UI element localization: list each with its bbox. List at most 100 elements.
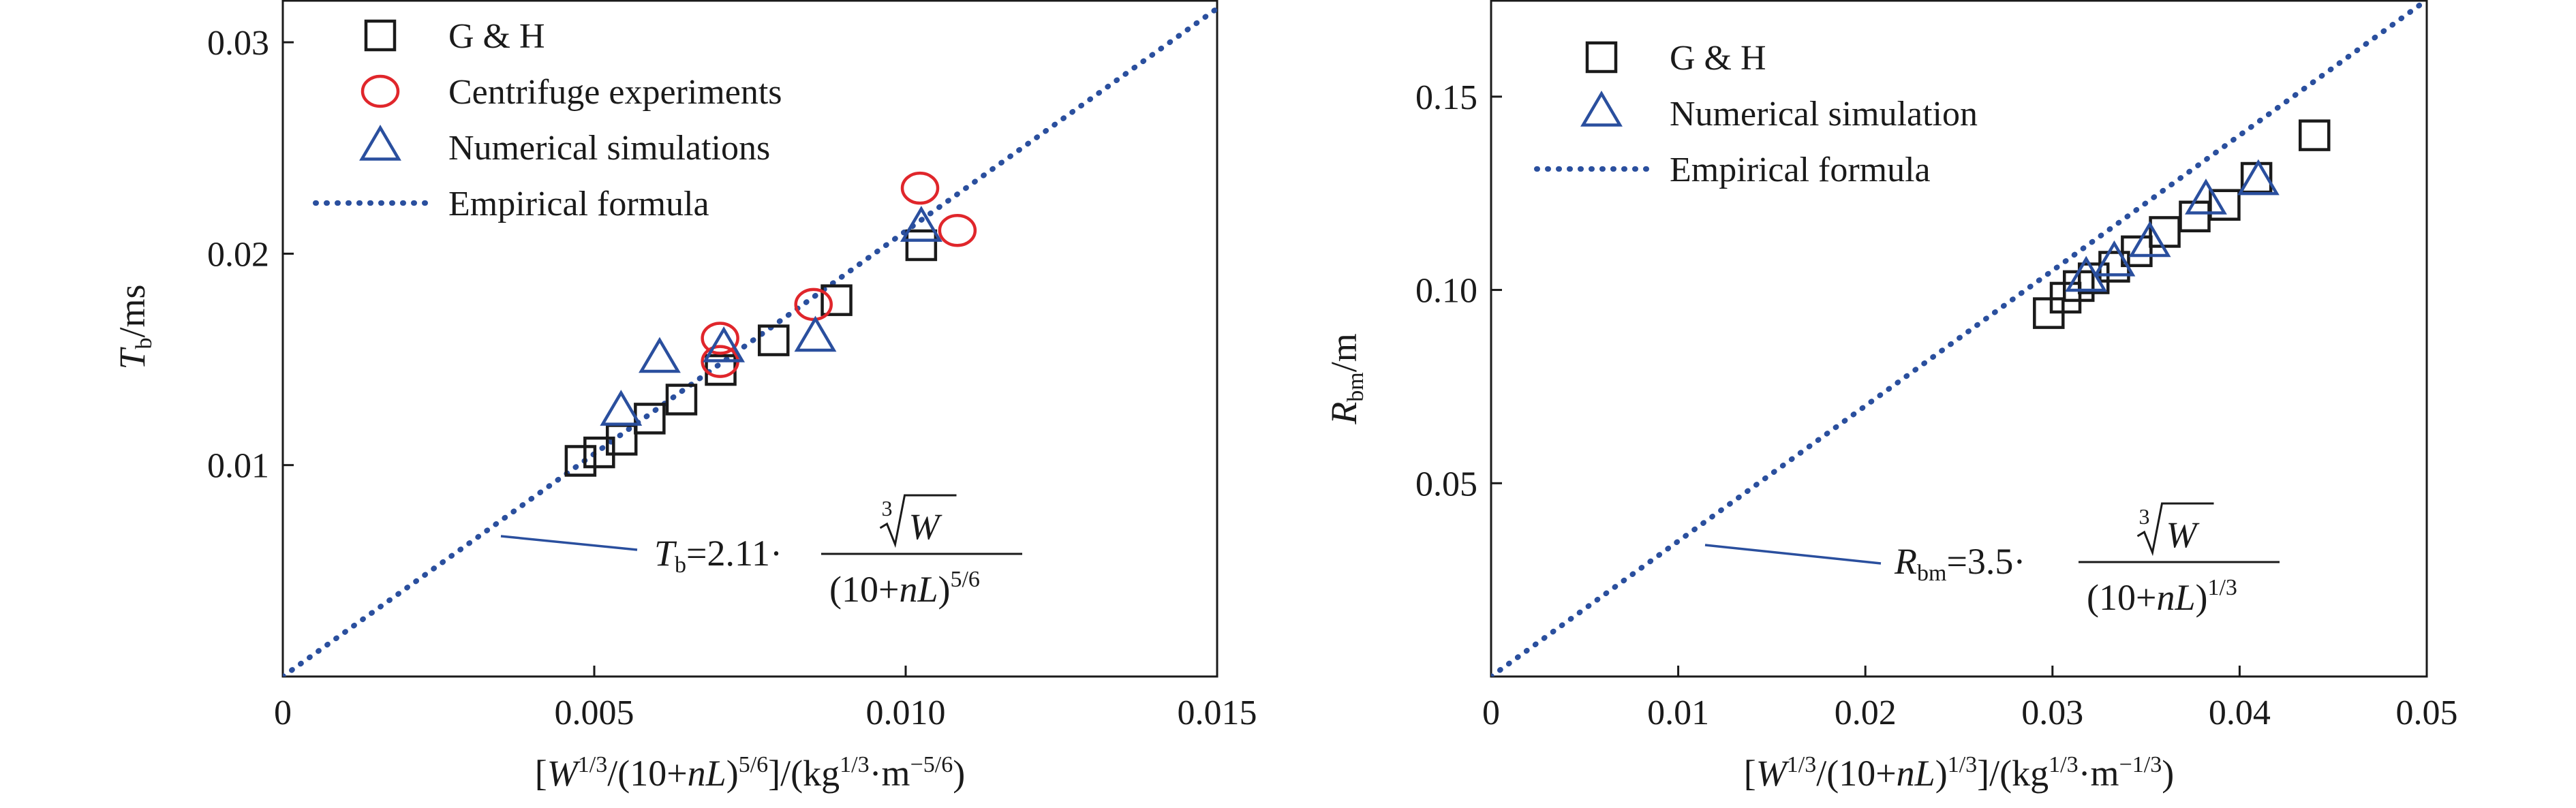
x-tick-label: 0.05 (2396, 694, 2458, 732)
formula: Rbm=3.5· 3 W (10+nL)1/3 (1894, 502, 2280, 618)
formula-lhs: Tb=2.11· (654, 533, 782, 578)
x-label-part: W (1756, 753, 1790, 794)
triangle-point (2128, 221, 2171, 258)
x-label-part: ) (1935, 753, 1948, 794)
square-point (2077, 262, 2110, 294)
x-tick-label: 0.010 (866, 694, 946, 732)
x-label-part: [ (535, 753, 547, 794)
square-point (905, 229, 938, 262)
x-tick-label: 0.005 (555, 694, 634, 732)
formula-numerator: W (909, 506, 943, 547)
den-part: ) (2195, 577, 2207, 618)
x-label-part: ]/(kg (1977, 753, 2049, 794)
legend-label: Empirical formula (448, 185, 709, 223)
x-label-part: ·m (2079, 753, 2119, 794)
x-label-sup: 1/3 (1787, 752, 1816, 777)
den-part: nL (2156, 577, 2195, 618)
legend-circle-marker (361, 74, 400, 108)
x-label-sup: 1/3 (840, 752, 869, 777)
radical-sign (2136, 502, 2214, 557)
square-point (634, 403, 666, 435)
formula-denominator: (10+nL)5/6 (829, 567, 980, 610)
formula-subscript: b (675, 553, 686, 578)
x-label-part: /(10+ (607, 753, 687, 794)
square-point (757, 324, 790, 356)
y-tick-label: 0.15 (1415, 78, 1477, 117)
x-label-part: ) (726, 753, 739, 794)
legend-label: G & H (1670, 39, 1766, 78)
x-tick-label: 0 (1482, 694, 1500, 732)
square-point (665, 384, 698, 416)
den-part: (10+ (829, 569, 899, 610)
plot-frame (281, 0, 1218, 678)
x-label-part: /(10+ (1816, 753, 1896, 794)
x-label-part: ]/(kg (768, 753, 840, 794)
den-part: ) (938, 569, 950, 610)
x-tick-label: 0.02 (1835, 694, 1897, 732)
y-axis-subscript: bm (1343, 372, 1368, 401)
data-layer (283, 5, 1217, 677)
legend: G & H Centrifuge experiments Numerical sim… (313, 17, 782, 223)
y-axis-unit: /ms (112, 284, 153, 337)
x-label-part: W (547, 753, 581, 794)
y-axis-label: Rbm/m (1323, 333, 1368, 424)
x-tick-label: 0.03 (2021, 694, 2083, 732)
square-point (583, 436, 615, 469)
legend-label: Numerical simulations (448, 129, 770, 168)
square-point (2298, 119, 2331, 151)
triangle-point (639, 337, 681, 373)
y-axis-unit: /m (1323, 333, 1364, 372)
formula-leader-line (500, 535, 638, 551)
formula-symbol: R (1894, 541, 1917, 582)
x-axis-label: [W1/3/(10+nL)1/3]/(kg1/3·m−1/3) (1744, 752, 2174, 794)
formula-denominator: (10+nL)1/3 (2087, 575, 2237, 618)
series-square (564, 229, 938, 477)
formula: Tb=2.11·3 W(10+nL)5/6 (654, 494, 1022, 610)
empirical-formula-line (283, 5, 1217, 677)
triangle-point (2185, 178, 2227, 215)
series-triangle (600, 206, 942, 426)
chart-1: 0 0.005 0.010 0.0150.010.020.03Tb/ms[W1/3/(… (112, 0, 1257, 794)
legend-square-marker (1585, 41, 1618, 74)
formula-numerator: W (2166, 514, 2201, 555)
x-label-sup: 5/6 (739, 752, 768, 777)
y-axis-symbol: R (1323, 402, 1364, 425)
x-tick-label: 0 (274, 694, 292, 732)
y-tick-label: 0.05 (1415, 465, 1477, 503)
root-index: 3 (2139, 504, 2150, 529)
y-axis-subscript: b (132, 337, 157, 349)
circle-point (938, 213, 977, 247)
legend: G & H Numerical simulation Empirical formu… (1534, 39, 1978, 189)
square-point (2179, 200, 2211, 233)
y-tick-label: 0.03 (207, 24, 269, 63)
formula-coefficient: =3.5· (1946, 541, 2025, 582)
x-label-sup: 1/3 (2049, 752, 2078, 777)
legend-triangle-marker (1580, 91, 1623, 127)
legend-label: Centrifuge experiments (448, 73, 782, 112)
x-label-part: ) (2162, 753, 2174, 794)
x-label-part: [ (1744, 753, 1756, 794)
data-layer (1491, 0, 2427, 677)
y-tick-label: 0.02 (207, 235, 269, 274)
square-point (564, 445, 597, 477)
x-label-part: ·m (870, 753, 910, 794)
den-part: nL (899, 569, 938, 610)
den-part: (10+ (2087, 577, 2156, 618)
triangle-point (900, 206, 942, 242)
den-exponent: 5/6 (950, 567, 979, 592)
triangle-point (2237, 159, 2280, 196)
formula-coefficient: =2.11· (686, 533, 782, 574)
plot-frame (1490, 0, 2428, 678)
triangle-point (600, 390, 643, 426)
formula-symbol: T (654, 533, 677, 574)
formula-lhs: Rbm=3.5· (1894, 541, 2025, 586)
x-label-sup: 1/3 (1948, 752, 1977, 777)
x-label-part: ) (953, 753, 965, 794)
empirical-formula-line (1491, 0, 2427, 677)
square-point (2121, 235, 2153, 268)
x-label-sup: −1/3 (2119, 752, 2162, 777)
circle-point (701, 322, 739, 355)
circle-point (900, 171, 940, 205)
